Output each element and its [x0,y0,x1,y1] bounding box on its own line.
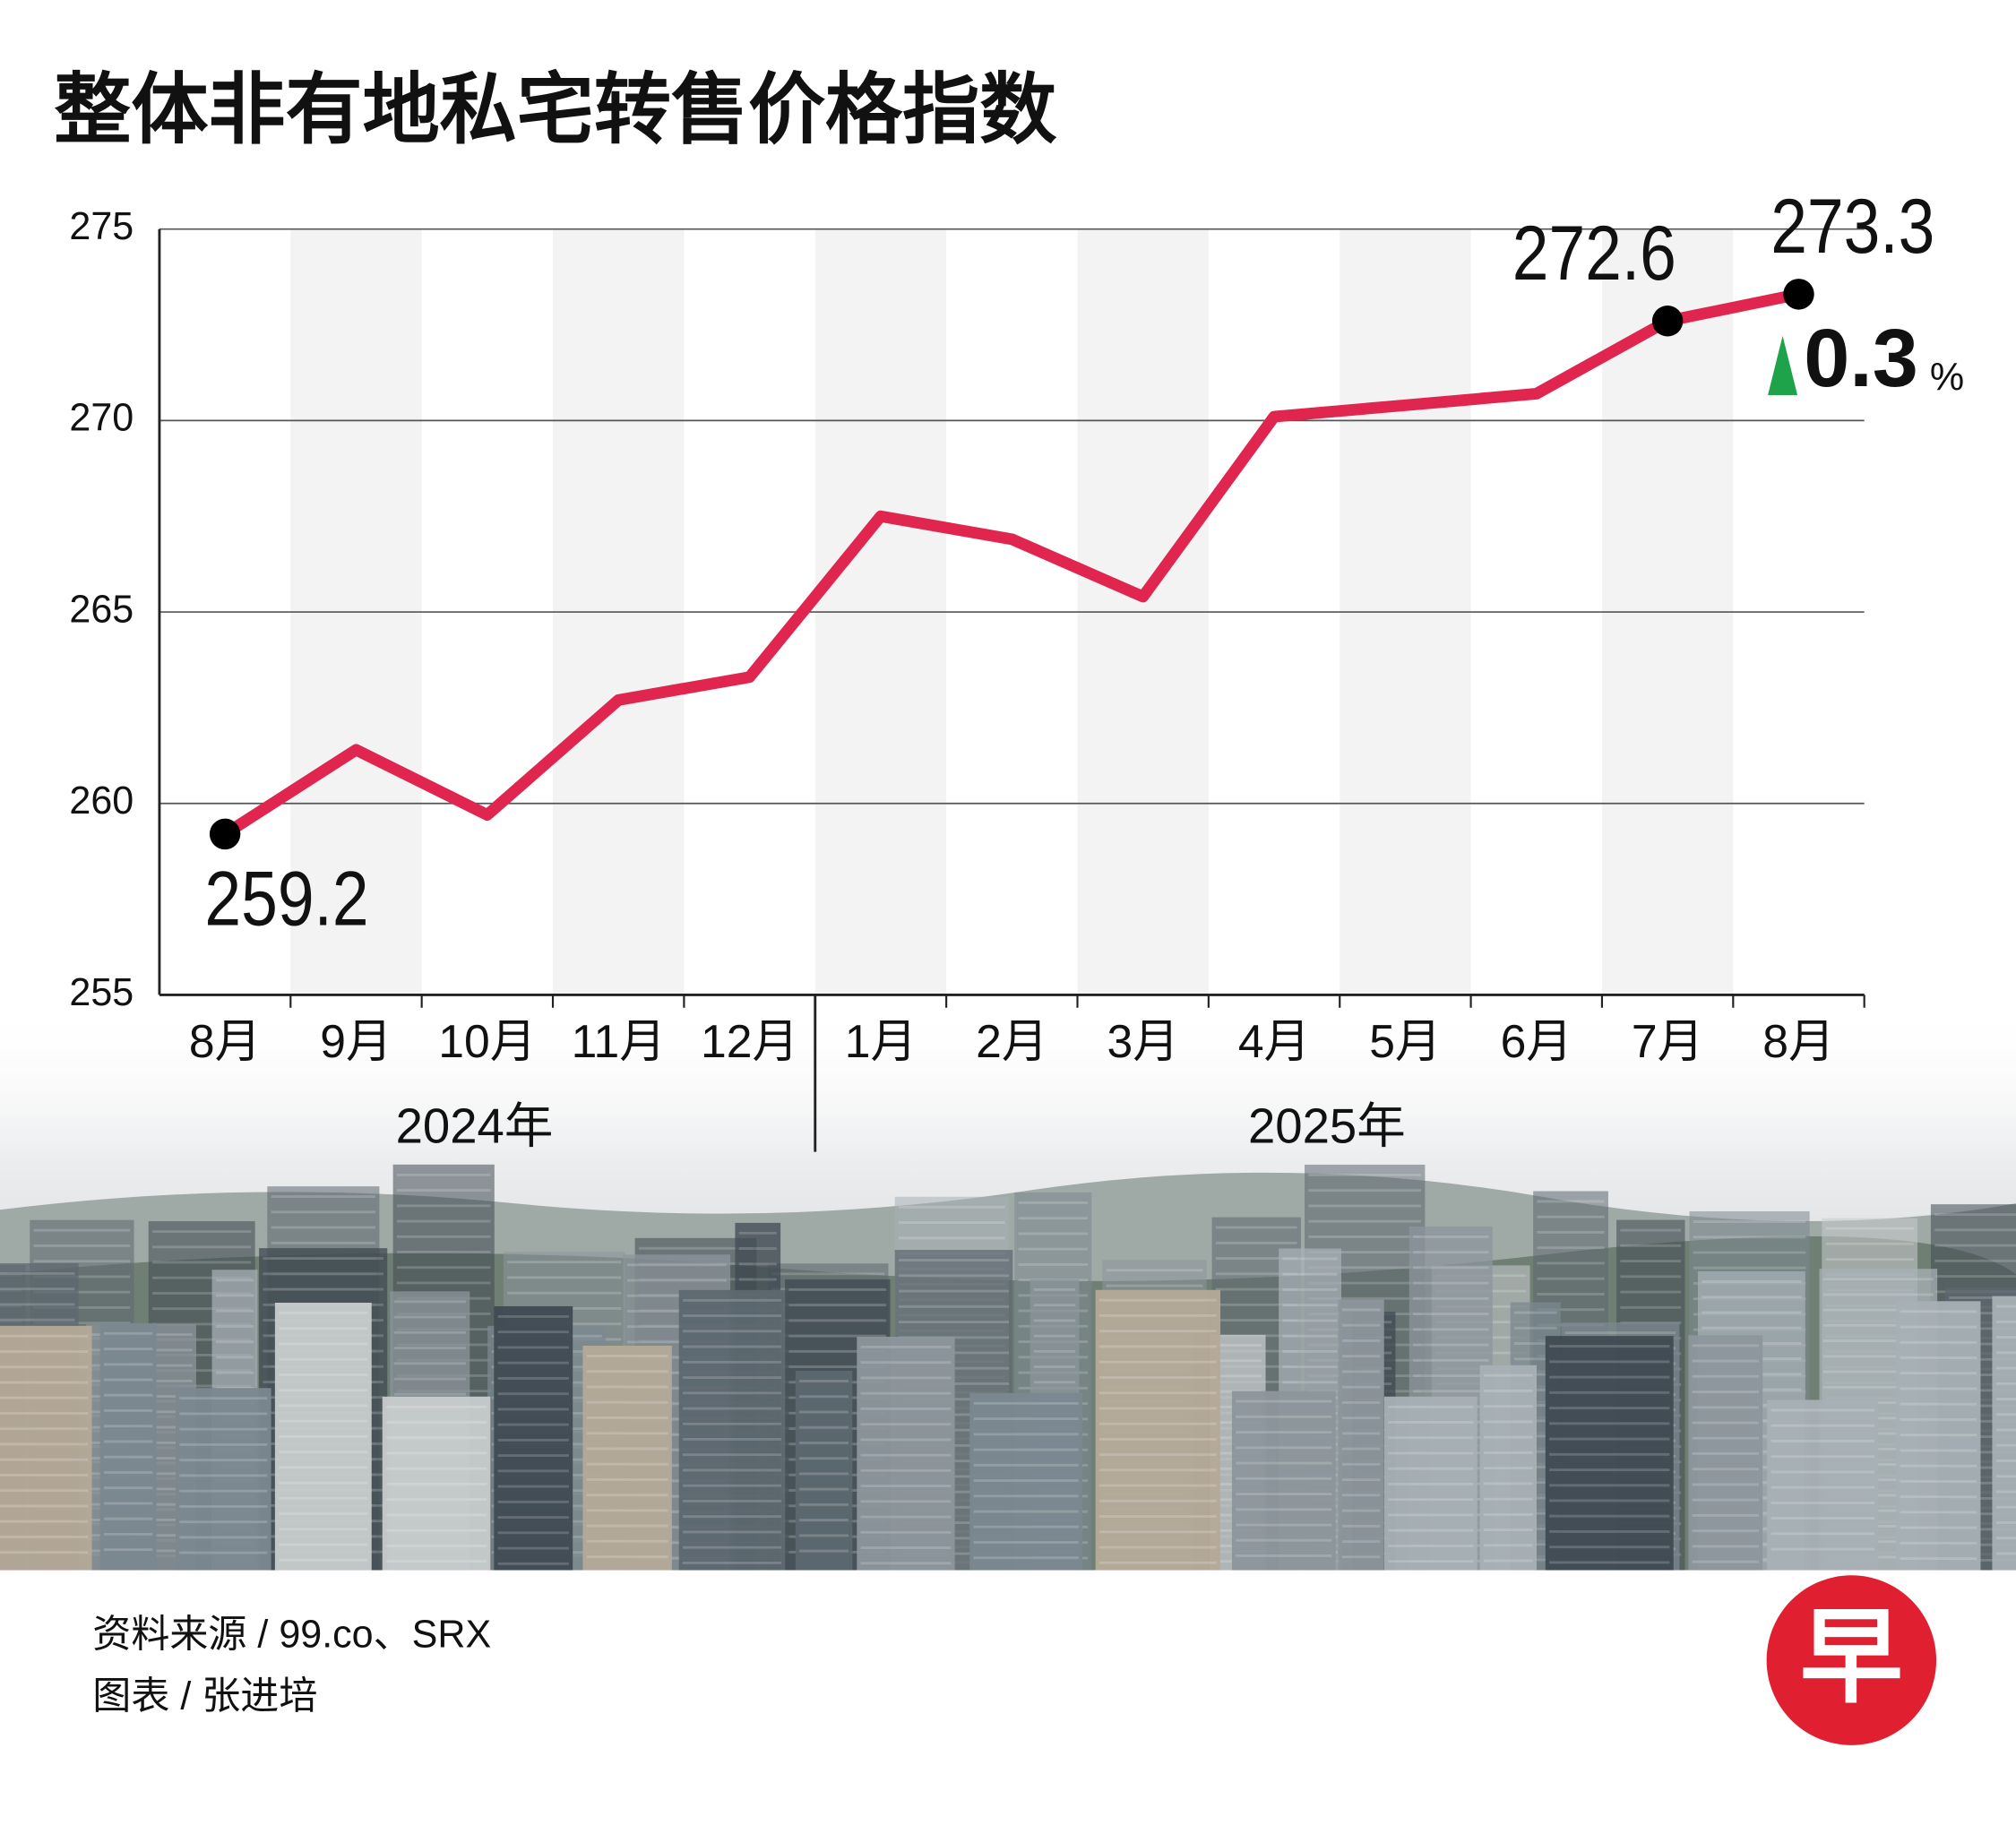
y-tick-label: 265 [69,588,134,631]
plot: 255 260 265 270 275 8月 9月 10月 11月 12月 1月 2月 3月 4月 5月 6月… [69,184,1964,1154]
source: 资料来源 / 99.co、SRX [92,1614,491,1657]
data-line [219,288,1805,840]
building [274,1302,372,1571]
building [1338,1299,1384,1571]
building [795,1370,853,1571]
x-tick-label: 2月 [976,1015,1047,1067]
x-tick-label: 11月 [572,1015,666,1067]
building [1767,1399,1879,1571]
value-label: 272.6 [1512,210,1676,296]
building [382,1396,491,1571]
building [1688,1335,1763,1571]
chart-title: 整体非有地私宅转售价格指数 [54,67,1057,153]
building [678,1289,786,1571]
building [0,1325,92,1571]
x-tick-label: 3月 [1107,1015,1178,1067]
data-point [209,818,241,850]
year-label: 2024年 [396,1099,554,1154]
building [1479,1365,1537,1571]
y-tick-label: 270 [69,397,134,440]
building [494,1305,573,1571]
x-tick-label: 9月 [320,1015,392,1067]
building [99,1322,157,1571]
x-tick-label: 1月 [845,1015,917,1067]
value-label: 273.3 [1770,184,1934,270]
x-tick-label: 6月 [1501,1015,1572,1067]
building [582,1346,672,1571]
haze [0,1003,2016,1158]
building [1992,1296,2016,1571]
value-label: 259.2 [204,856,368,942]
building [857,1336,955,1571]
x-tick-label: 8月 [189,1015,261,1067]
building [969,1392,1082,1571]
logo: 早 [1800,1600,1903,1715]
building [1231,1391,1336,1571]
change-arrow [1768,335,1798,396]
x-tick-label: 5月 [1369,1015,1441,1067]
y-tick-label: 275 [69,205,134,248]
x-tick-label: 10月 [438,1015,536,1067]
change-unit: % [1930,356,1964,399]
year-label: 2025年 [1248,1099,1406,1154]
credit: 图表 / 张进培 [92,1675,317,1718]
x-tick-label: 8月 [1762,1015,1834,1067]
y-tick-label: 255 [69,971,134,1014]
x-tick-label: 4月 [1238,1015,1310,1067]
x-tick-label: 12月 [701,1015,798,1067]
change-value: 0.3 [1804,313,1918,404]
building [176,1388,271,1571]
y-tick-label: 260 [69,779,134,822]
building [1095,1289,1220,1571]
building [1545,1336,1674,1571]
buildings [0,1164,2016,1571]
data-point [1783,279,1814,310]
logo-circle [1766,1575,1937,1745]
data-point [1651,306,1684,337]
building [1383,1396,1478,1571]
x-tick-label: 7月 [1632,1015,1703,1067]
building [1896,1301,1981,1571]
